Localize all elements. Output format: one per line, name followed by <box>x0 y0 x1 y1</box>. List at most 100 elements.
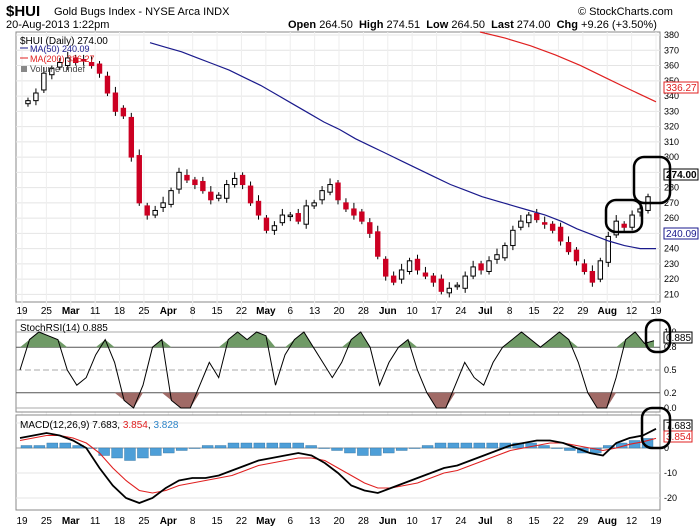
price-tick-label: 360 <box>664 61 679 71</box>
candle-body <box>621 223 627 228</box>
price-tick-label: 370 <box>664 45 679 55</box>
chart-date: 20-Aug-2013 1:22pm <box>6 19 110 31</box>
macd-histogram-bar <box>486 442 498 449</box>
macd-histogram-bar <box>33 445 46 449</box>
x-tick-label: Aug <box>598 516 617 527</box>
macd-histogram-bar <box>396 447 408 451</box>
ma50-tag: 240.09 <box>666 229 697 240</box>
x-tick-label: Jun <box>379 516 397 527</box>
candle-body <box>438 278 445 292</box>
price-tick-label: 230 <box>664 259 679 269</box>
macd-panel <box>15 414 661 511</box>
candle-body <box>446 287 452 294</box>
x-tick-label: 28 <box>358 516 370 527</box>
candle-body <box>581 263 588 272</box>
candle-body <box>311 202 317 207</box>
candle-body <box>335 182 341 201</box>
x-tick-label: Apr <box>160 306 177 317</box>
stoch-overbought-fill <box>20 332 654 348</box>
x-tick-label: 24 <box>455 306 467 317</box>
macd-histogram-bar <box>473 442 485 449</box>
candle-body <box>367 222 373 234</box>
candle-body <box>510 229 516 247</box>
macd-histogram-bar <box>163 447 175 454</box>
candle-body <box>279 214 286 224</box>
candle-body <box>88 62 95 67</box>
macd-histogram-bar <box>214 445 227 449</box>
price-panel <box>15 31 661 303</box>
x-tick-label: 8 <box>190 516 196 527</box>
x-tick-label: 25 <box>138 306 150 317</box>
macd-histogram-bar <box>460 442 473 449</box>
stoch-tick-label: 0.8 <box>664 342 677 352</box>
macd-histogram-bar <box>150 447 162 456</box>
x-tick-label: 19 <box>650 516 662 527</box>
x-tick-label: 10 <box>407 516 419 527</box>
chart-symbol: $HUI <box>6 3 41 20</box>
x-tick-label: 29 <box>577 516 589 527</box>
macd-histogram-bar <box>240 442 253 449</box>
ma200-line <box>479 31 657 103</box>
macd-histogram-bar <box>176 447 188 451</box>
candle-body <box>518 220 524 228</box>
price-tick-label: 280 <box>664 183 679 193</box>
x-tick-label: 25 <box>138 516 150 527</box>
quote-last: 274.00 <box>516 19 551 31</box>
candle-body <box>247 185 254 204</box>
candle-body <box>565 242 572 253</box>
candle-body <box>255 200 262 216</box>
candle-body <box>96 63 103 74</box>
x-tick-label: 20 <box>333 306 345 317</box>
x-tick-label: 8 <box>190 306 196 317</box>
macd-histogram-bar <box>538 445 550 449</box>
macd-histogram-bar <box>434 442 447 449</box>
x-tick-label: 19 <box>16 306 28 317</box>
macd-histogram-bar <box>111 447 123 459</box>
stoch-panel <box>15 319 661 413</box>
macd-histogram-bar <box>603 445 615 449</box>
candle-body <box>359 211 365 222</box>
candle-body <box>65 57 71 67</box>
x-tick-label: Mar <box>62 306 80 317</box>
macd-histogram-bar <box>370 447 382 456</box>
x-tick-label: 12 <box>626 306 638 317</box>
legend-main: $HUI (Daily) 274.00 <box>20 36 108 47</box>
x-tick-label: 10 <box>407 306 419 317</box>
candle-body <box>224 184 230 199</box>
quote-chg: +9.26 (+3.50%) <box>581 19 657 31</box>
macd-histogram-bar <box>189 447 201 449</box>
price-tick-label: 210 <box>664 289 679 299</box>
x-tick-label: 18 <box>114 516 126 527</box>
ma50-line <box>149 42 656 250</box>
x-tick-label: Mar <box>62 516 80 527</box>
candle-body <box>486 260 492 272</box>
stoch-tick-label: 0.0 <box>664 403 677 413</box>
highlight-box-2 <box>632 155 672 205</box>
x-tick-label: 22 <box>236 306 248 317</box>
price-tick-label: 220 <box>664 274 679 284</box>
x-tick-label: 13 <box>309 306 321 317</box>
stoch-tick-label: 0.2 <box>664 388 677 398</box>
candle-body <box>422 272 429 277</box>
macd-line <box>19 427 657 504</box>
ma200-tag: 336.27 <box>666 83 697 94</box>
macd-histogram-bar <box>227 442 240 449</box>
macd-tick-label: -10 <box>664 468 677 478</box>
candle-body <box>200 180 206 192</box>
candle-body <box>343 202 349 210</box>
candle-body <box>216 194 222 199</box>
legend-ma200: MA(200) 336.27 <box>30 54 95 64</box>
x-tick-label: Apr <box>160 516 177 527</box>
candle-body <box>120 107 127 117</box>
macd-histogram-bar <box>357 447 369 456</box>
price-tick-label: 380 <box>664 30 679 40</box>
candle-body <box>557 226 564 242</box>
x-tick-label: 12 <box>626 516 638 527</box>
x-tick-label: 17 <box>431 306 443 317</box>
candle-body <box>49 68 55 76</box>
candle-body <box>470 266 476 277</box>
candle-body <box>80 58 87 62</box>
x-tick-label: Aug <box>598 306 617 317</box>
x-tick-label: 25 <box>41 306 53 317</box>
candle-body <box>351 208 357 216</box>
